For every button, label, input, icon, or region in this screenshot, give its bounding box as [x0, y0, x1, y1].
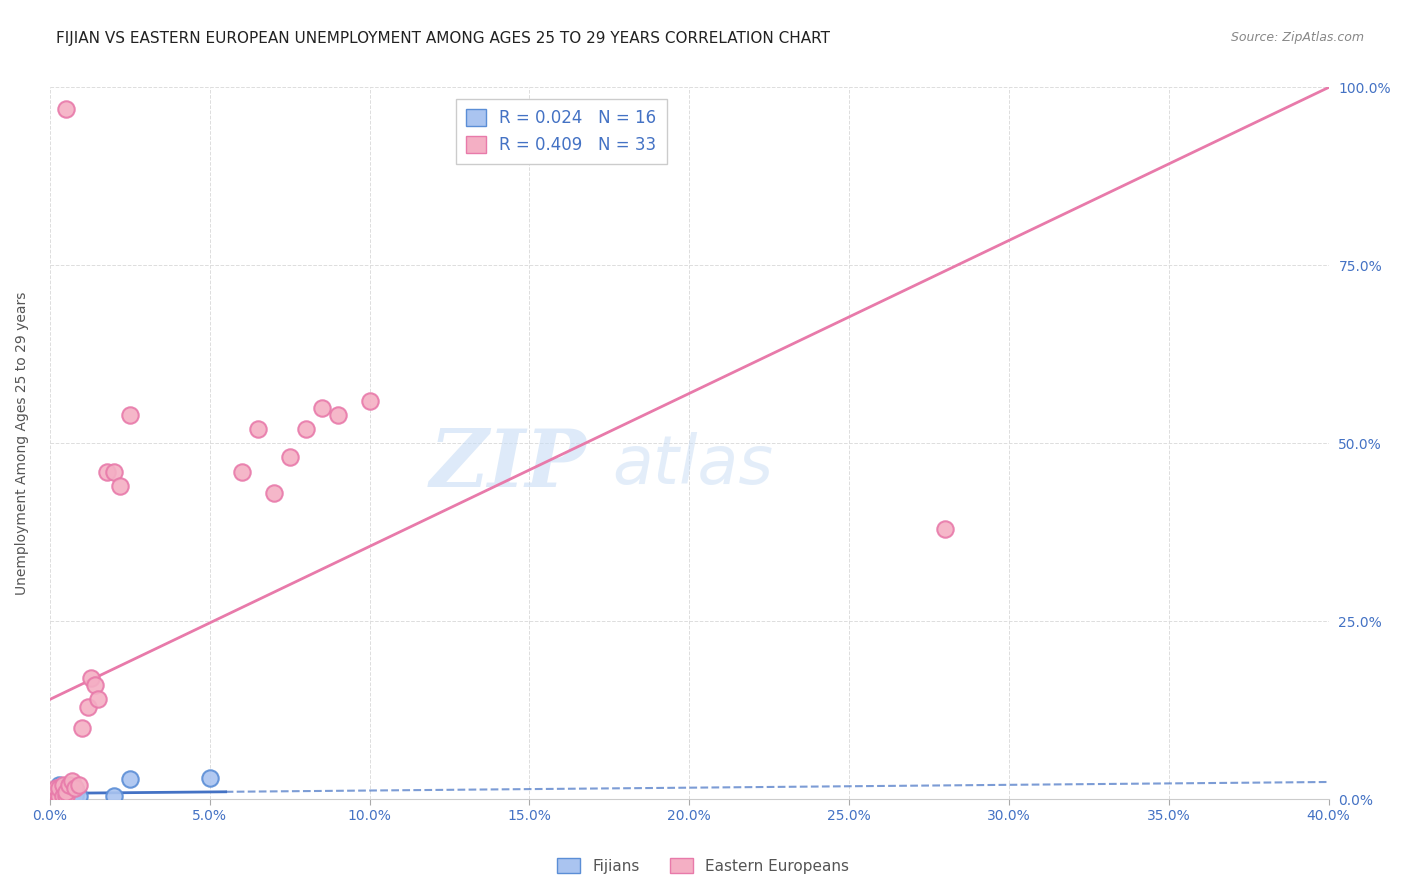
Point — [934, 522, 956, 536]
Point — [42, 789, 65, 803]
Point — [65, 781, 87, 796]
Point — [45, 785, 67, 799]
Point — [58, 778, 80, 792]
Point — [48, 789, 70, 803]
Point — [55, 789, 77, 803]
Point — [108, 479, 131, 493]
Legend: Fijians, Eastern Europeans: Fijians, Eastern Europeans — [551, 852, 855, 880]
Point — [87, 692, 110, 706]
Point — [45, 789, 67, 803]
Point — [246, 422, 269, 436]
Point — [294, 422, 316, 436]
Point — [103, 789, 125, 803]
Point — [80, 671, 103, 685]
Point — [118, 408, 141, 422]
Point — [263, 486, 285, 500]
Point — [42, 789, 65, 803]
Point — [103, 465, 125, 479]
Point — [52, 778, 75, 792]
Point — [198, 771, 221, 785]
Point — [118, 772, 141, 786]
Text: FIJIAN VS EASTERN EUROPEAN UNEMPLOYMENT AMONG AGES 25 TO 29 YEARS CORRELATION CH: FIJIAN VS EASTERN EUROPEAN UNEMPLOYMENT … — [56, 31, 830, 46]
Point — [55, 781, 77, 796]
Point — [77, 699, 100, 714]
Point — [55, 102, 77, 116]
Point — [65, 789, 87, 803]
Point — [83, 678, 105, 692]
Y-axis label: Unemployment Among Ages 25 to 29 years: Unemployment Among Ages 25 to 29 years — [15, 292, 30, 595]
Text: ZIP: ZIP — [430, 425, 586, 503]
Point — [311, 401, 333, 415]
Point — [60, 774, 83, 789]
Point — [65, 781, 87, 796]
Point — [58, 785, 80, 799]
Point — [52, 789, 75, 803]
Legend: R = 0.024   N = 16, R = 0.409   N = 33: R = 0.024 N = 16, R = 0.409 N = 33 — [456, 99, 666, 164]
Point — [48, 781, 70, 796]
Point — [67, 778, 90, 792]
Point — [231, 465, 253, 479]
Point — [326, 408, 349, 422]
Point — [278, 450, 301, 465]
Point — [45, 785, 67, 799]
Point — [96, 465, 118, 479]
Point — [45, 781, 67, 796]
Text: Source: ZipAtlas.com: Source: ZipAtlas.com — [1230, 31, 1364, 45]
Point — [52, 789, 75, 803]
Text: atlas: atlas — [613, 432, 773, 498]
Point — [55, 789, 77, 803]
Point — [67, 789, 90, 803]
Point — [359, 393, 381, 408]
Point — [60, 789, 83, 803]
Point — [42, 785, 65, 799]
Point — [55, 785, 77, 799]
Point — [48, 778, 70, 792]
Point — [70, 721, 93, 735]
Point — [48, 785, 70, 799]
